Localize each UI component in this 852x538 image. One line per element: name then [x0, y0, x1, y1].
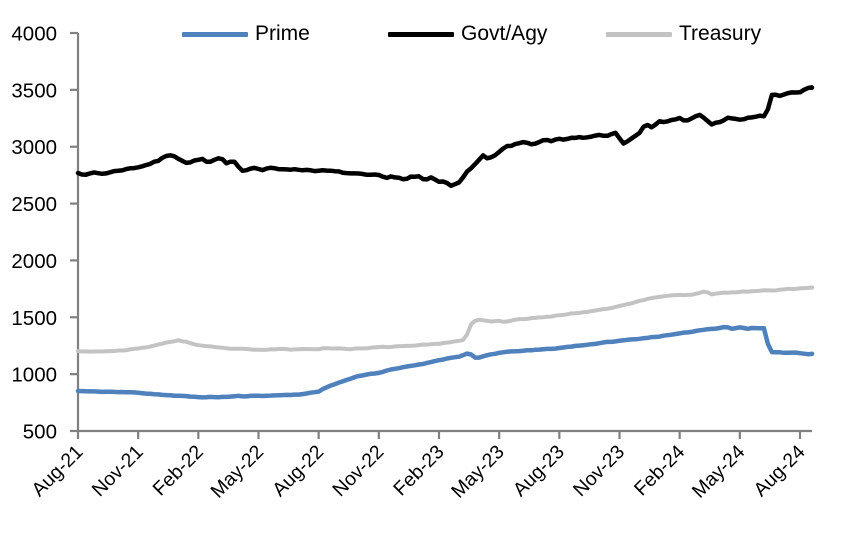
legend-item-prime: Prime [182, 22, 310, 45]
x-tick-label: May-23 [447, 441, 509, 503]
x-tick-label: Feb-24 [630, 441, 689, 500]
series-line-govt-agy [75, 85, 815, 189]
y-tick-label: 2500 [11, 193, 57, 216]
y-tick-label: 1500 [11, 307, 57, 330]
legend-label-govt-agy: Govt/Agy [461, 22, 548, 45]
y-tick-label: 2000 [11, 250, 57, 273]
x-tick-label: Nov-22 [328, 441, 388, 501]
x-tick-label: May-24 [688, 441, 750, 503]
y-tick-label: 500 [23, 421, 57, 444]
legend-line-prime-icon [182, 31, 248, 37]
x-tick-label: Nov-21 [88, 441, 148, 501]
legend-item-treasury: Treasury [606, 22, 762, 45]
x-tick-label: Aug-24 [750, 441, 810, 501]
legend-label-treasury: Treasury [679, 22, 762, 45]
x-tick-label: Aug-22 [268, 441, 328, 501]
y-tick-label: 3500 [11, 79, 57, 102]
series-line-treasury [76, 285, 814, 354]
y-tick-label: 4000 [11, 23, 57, 46]
x-tick-label: Aug-23 [509, 441, 569, 501]
x-tick-label: Aug-21 [28, 441, 88, 501]
x-tick-label: Nov-23 [569, 441, 629, 501]
y-tick-label: 1000 [11, 364, 57, 387]
legend-item-govt-agy: Govt/Agy [388, 22, 548, 45]
x-tick-label: May-22 [206, 441, 268, 503]
legend-line-govt-agy-icon [388, 31, 454, 37]
x-tick-label: Feb-22 [149, 441, 208, 500]
axis-lines [76, 33, 812, 433]
legend-label-prime: Prime [255, 22, 310, 45]
x-tick-label: Feb-23 [389, 441, 448, 500]
legend-line-treasury-icon [606, 31, 672, 37]
series-line-prime [75, 324, 815, 400]
y-tick-label: 3000 [11, 136, 57, 159]
